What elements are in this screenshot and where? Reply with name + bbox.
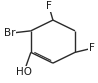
Text: HO: HO xyxy=(16,67,32,77)
Text: F: F xyxy=(89,43,95,53)
Text: F: F xyxy=(46,1,52,11)
Text: Br: Br xyxy=(4,28,15,38)
